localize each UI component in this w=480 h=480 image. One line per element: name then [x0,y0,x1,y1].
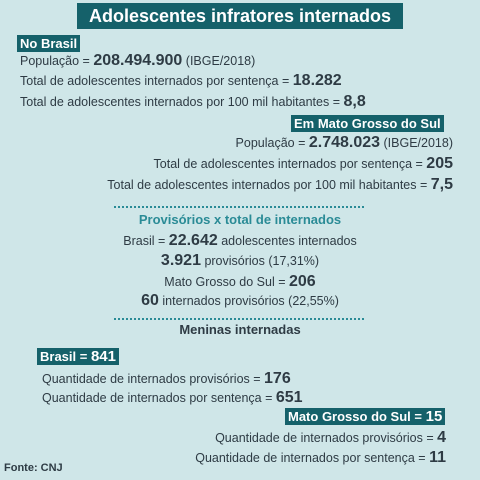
brasil-pop-value: 208.494.900 [93,52,183,69]
ms-per100k-value: 7,5 [430,176,453,193]
source-note: Fonte: CNJ [4,462,63,474]
meninas-brasil-sent-value: 651 [275,389,303,406]
ms-pop-source: (IBGE/2018) [380,136,453,150]
meninas-ms-sent-value: 11 [429,449,446,466]
meninas-ms-sent-line: Quantidade de internados por sentença = … [195,449,446,467]
meninas-brasil-prov-label: Quantidade de internados provisórios = [42,372,265,386]
brasil-per100k-line: Total de adolescentes internados por 100… [20,93,366,111]
brasil-per100k-label: Total de adolescentes internados por 100… [20,95,344,109]
brasil-per100k-value: 8,8 [343,93,366,110]
provisorios-brasil-line: Brasil = 22.642 adolescentes internados [0,232,480,250]
brasil-total-value: 18.282 [292,72,342,89]
brasil-total-line: Total de adolescentes internados por sen… [20,72,342,90]
ms-per100k-label: Total de adolescentes internados por 100… [107,178,431,192]
ms-tag: Em Mato Grosso do Sul [291,115,444,132]
meninas-brasil-tag: Brasil = 841 [37,348,119,365]
provisorios-heading: Provisórios x total de internados [138,212,342,227]
provisorios-ms-prov-line: 60 internados provisórios (22,55%) [0,292,480,310]
brasil-pop-label: População = [20,54,94,68]
provisorios-brasil-label: Brasil = [123,234,169,248]
ms-pop-value: 2.748.023 [308,134,381,151]
provisorios-ms-prov-suffix: internados provisórios (22,55%) [158,294,339,308]
provisorios-ms-value: 206 [289,273,316,290]
brasil-tag: No Brasil [17,35,81,52]
meninas-ms-sent-label: Quantidade de internados por sentença = [195,451,430,465]
meninas-heading: Meninas internadas [179,322,301,337]
meninas-ms-tag: Mato Grosso do Sul = 15 [285,408,446,425]
meninas-brasil-sent-label: Quantidade de internados por sentença = [42,391,276,405]
provisorios-brasil-value: 22.642 [168,232,218,249]
page-title: Adolescentes infratores internados [77,3,403,29]
divider-dotted-2 [114,318,364,320]
meninas-ms-prov-label: Quantidade de internados provisórios = [215,431,438,445]
ms-total-value: 205 [426,155,453,172]
provisorios-brasil-prov-suffix: provisórios (17,31%) [200,254,320,268]
provisorios-ms-line: Mato Grosso do Sul = 206 [0,273,480,291]
meninas-brasil-prov-value: 176 [264,370,291,387]
brasil-population-line: População = 208.494.900 (IBGE/2018) [20,52,255,70]
meninas-brasil-prov-line: Quantidade de internados provisórios = 1… [42,370,291,388]
meninas-ms-prov-line: Quantidade de internados provisórios = 4 [215,429,446,447]
meninas-ms-tag-label: Mato Grosso do Sul = [288,409,426,424]
ms-pop-label: População = [235,136,309,150]
divider-dotted [114,206,364,208]
provisorios-brasil-prov-line: 3.921 provisórios (17,31%) [0,252,480,270]
ms-population-line: População = 2.748.023 (IBGE/2018) [236,134,453,152]
meninas-brasil-sent-line: Quantidade de internados por sentença = … [42,389,303,407]
meninas-ms-total: 15 [425,408,443,425]
provisorios-ms-label: Mato Grosso do Sul = [164,275,289,289]
brasil-pop-source: (IBGE/2018) [182,54,256,68]
ms-total-label: Total de adolescentes internados por sen… [153,157,427,171]
provisorios-ms-prov-value: 60 [141,292,159,309]
meninas-brasil-total: 841 [90,348,116,365]
meninas-ms-prov-value: 4 [437,429,446,446]
provisorios-brasil-prov-value: 3.921 [160,252,201,269]
ms-per100k-line: Total de adolescentes internados por 100… [107,176,453,194]
ms-total-line: Total de adolescentes internados por sen… [154,155,453,173]
provisorios-brasil-suffix: adolescentes internados [217,234,357,248]
brasil-total-label: Total de adolescentes internados por sen… [20,74,293,88]
meninas-brasil-tag-label: Brasil = [40,349,91,364]
